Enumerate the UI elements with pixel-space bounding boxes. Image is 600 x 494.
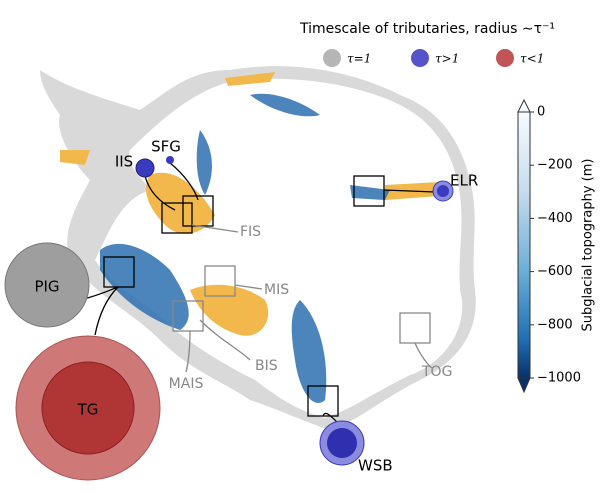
colorbar-tick-label: −1000 [537, 371, 581, 386]
colorbar-tick-label: 0 [537, 105, 545, 120]
region-label: TG [77, 401, 99, 419]
antarctica-map: PIG TG IIS SFG ELR WSB FIS MIS BIS MAIS TOG [4, 66, 478, 481]
region-label: MIS [264, 282, 289, 298]
colorbar-tick-label: −400 [537, 211, 573, 226]
legend-label: τ=1 [347, 52, 371, 66]
region-label: PIG [34, 278, 59, 296]
colorbar: Subglacial topography (m) 0 −200 −400 −600 −… [517, 98, 596, 394]
colorbar-body [517, 111, 531, 379]
legend-swatch [411, 49, 429, 67]
ice-sheet [95, 78, 463, 418]
colorbar-tick-label: −800 [537, 317, 573, 332]
legend: Timescale of tributaries, radius ∼τ⁻¹ τ=… [299, 21, 555, 67]
legend-title: Timescale of tributaries, radius ∼τ⁻¹ [299, 21, 555, 37]
colorbar-label: Subglacial topography (m) [581, 159, 596, 332]
legend-label: τ>1 [435, 52, 459, 66]
colorbar-tick-label: −200 [537, 158, 573, 173]
subglacial-basins [100, 93, 390, 404]
legend-swatch [496, 49, 514, 67]
tributary-circles [4, 156, 454, 481]
region-label: FIS [240, 224, 261, 240]
region-label: WSB [358, 457, 393, 475]
region-label: TOG [421, 364, 452, 380]
colorbar-extend [517, 98, 531, 113]
legend-swatch [323, 49, 341, 67]
colorbar-extend [517, 377, 531, 394]
region-label: ELR [450, 172, 478, 190]
colorbar-tick-label: −600 [537, 264, 573, 279]
region-label: BIS [255, 358, 278, 374]
connectors-gray [185, 224, 433, 373]
region-label: MAIS [169, 376, 204, 392]
region-label: IIS [115, 153, 133, 171]
connectors [79, 162, 436, 426]
legend-label: τ<1 [520, 52, 544, 66]
region-label: SFG [151, 138, 181, 156]
